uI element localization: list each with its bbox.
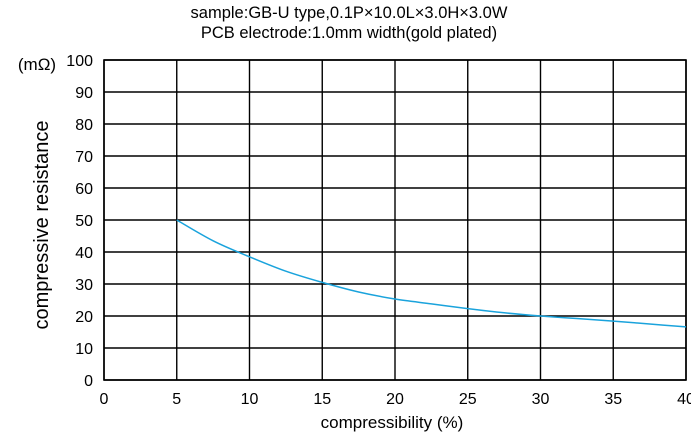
x-tick-label-8: 40 bbox=[677, 391, 691, 408]
x-tick-label-2: 10 bbox=[241, 391, 259, 408]
y-tick-label-5: 50 bbox=[75, 213, 93, 230]
y-tick-label-8: 80 bbox=[75, 117, 93, 134]
series-layer bbox=[176, 219, 687, 328]
y-tick-labels: 0 10 20 30 40 50 60 70 80 90 100 bbox=[66, 53, 93, 390]
x-tick-label-4: 20 bbox=[386, 391, 404, 408]
y-tick-label-7: 70 bbox=[75, 149, 93, 166]
y-tick-label-6: 60 bbox=[75, 181, 93, 198]
x-axis-label: compressibility (%) bbox=[321, 413, 464, 432]
y-tick-label-3: 30 bbox=[75, 277, 93, 294]
x-tick-label-0: 0 bbox=[100, 391, 109, 408]
y-axis-label: compressive resistance bbox=[31, 121, 53, 330]
x-tick-label-1: 5 bbox=[172, 391, 181, 408]
y-tick-label-2: 20 bbox=[75, 309, 93, 326]
series-line-0 bbox=[176, 219, 687, 328]
x-tick-label-3: 15 bbox=[313, 391, 331, 408]
x-tick-label-6: 30 bbox=[532, 391, 550, 408]
y-tick-label-1: 10 bbox=[75, 341, 93, 358]
x-tick-labels: 0 5 10 15 20 25 30 35 40 bbox=[100, 391, 691, 408]
chart-title: sample:GB-U type,0.1P×10.0L×3.0H×3.0W bbox=[190, 4, 508, 22]
y-tick-label-9: 90 bbox=[75, 85, 93, 102]
x-tick-label-5: 25 bbox=[459, 391, 477, 408]
y-tick-label-10: 100 bbox=[66, 53, 93, 70]
plot-frame bbox=[103, 59, 687, 381]
plot-border bbox=[103, 59, 687, 381]
chart-subtitle: PCB electrode:1.0mm width(gold plated) bbox=[200, 24, 498, 42]
y-tick-label-4: 40 bbox=[75, 245, 93, 262]
y-axis-unit: (mΩ) bbox=[18, 55, 56, 74]
x-tick-label-7: 35 bbox=[604, 391, 622, 408]
grid bbox=[103, 59, 687, 381]
y-tick-label-0: 0 bbox=[84, 373, 93, 390]
